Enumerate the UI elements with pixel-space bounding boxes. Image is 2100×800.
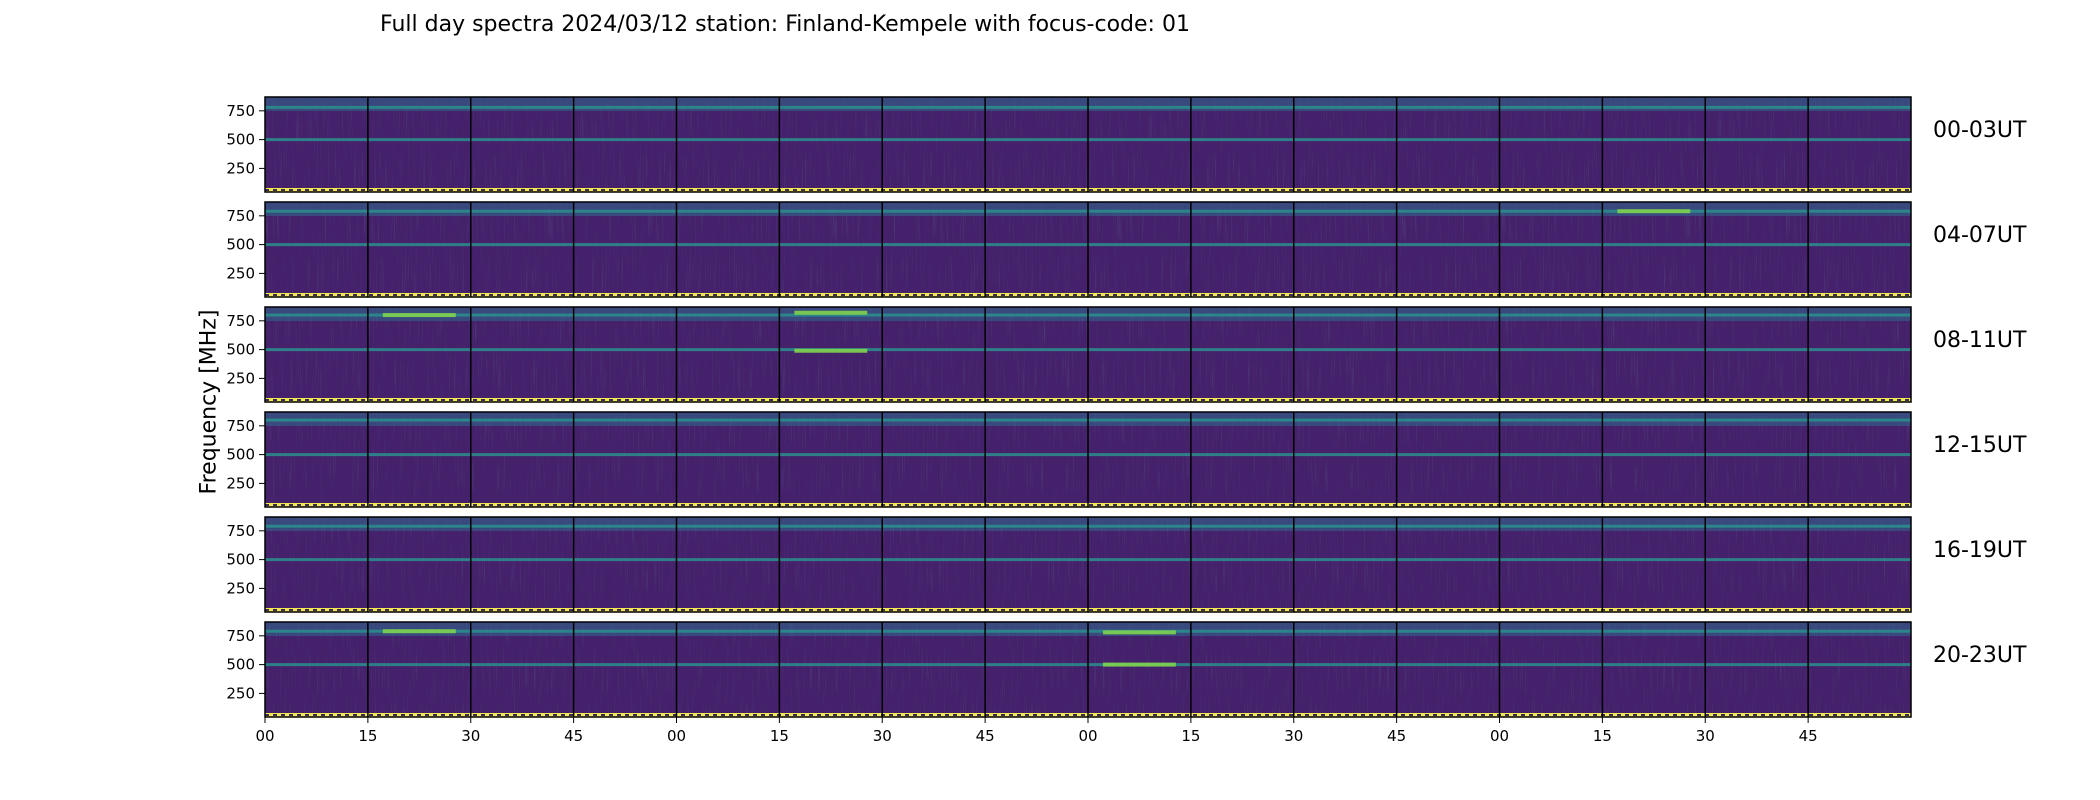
y-tick-label: 250 xyxy=(226,684,255,702)
y-tick-label: 750 xyxy=(226,102,255,120)
y-tick-label: 500 xyxy=(226,656,255,674)
y-tick-label: 750 xyxy=(226,522,255,540)
y-tick-label: 500 xyxy=(226,341,255,359)
row-frame xyxy=(264,306,1912,403)
y-tick-label: 500 xyxy=(226,446,255,464)
y-tick-label: 250 xyxy=(226,474,255,492)
y-tick-label: 750 xyxy=(226,312,255,330)
x-tick-label: 45 xyxy=(976,727,995,745)
y-tick-label: 750 xyxy=(226,417,255,435)
signal-hotspot xyxy=(1103,662,1176,667)
row-frame xyxy=(264,411,1912,508)
y-tick-label: 250 xyxy=(226,579,255,597)
row-time-label: 04-07UT xyxy=(1933,223,2027,248)
y-tick-label: 750 xyxy=(226,627,255,645)
signal-hotspot xyxy=(794,348,868,353)
y-tick-label: 500 xyxy=(226,236,255,254)
y-tick-label: 250 xyxy=(226,369,255,387)
x-tick-label: 15 xyxy=(1181,727,1200,745)
x-tick-label: 45 xyxy=(1799,727,1818,745)
spectra-row: 250 500 750 16-19UT xyxy=(226,516,2027,613)
row-time-label: 08-11UT xyxy=(1933,328,2027,353)
chart-title: Full day spectra 2024/03/12 station: Fin… xyxy=(380,12,1190,37)
x-tick-label: 45 xyxy=(1387,727,1406,745)
spectra-row: 250 500 750 08-11UT xyxy=(226,306,2027,403)
spectra-row: 250 500 750 20-23UT xyxy=(226,621,2027,718)
x-tick-label: 30 xyxy=(461,727,480,745)
row-time-label: 12-15UT xyxy=(1933,433,2027,458)
x-tick-label: 30 xyxy=(873,727,892,745)
row-time-label: 16-19UT xyxy=(1933,538,2027,563)
x-tick-label: 30 xyxy=(1696,727,1715,745)
row-frame xyxy=(264,96,1912,193)
spectra-row: 250 500 750 04-07UT xyxy=(226,201,2027,298)
y-tick-label: 500 xyxy=(226,131,255,149)
signal-hotspot xyxy=(382,313,456,318)
x-tick-label: 15 xyxy=(770,727,789,745)
signal-hotspot xyxy=(1617,209,1691,214)
row-frame xyxy=(264,516,1912,613)
spectra-row: 250 500 750 12-15UT xyxy=(226,411,2027,508)
signal-hotspot xyxy=(1103,630,1176,635)
x-tick-label: 15 xyxy=(1593,727,1612,745)
signal-hotspot xyxy=(794,310,868,315)
y-tick-label: 250 xyxy=(226,159,255,177)
x-tick-label: 45 xyxy=(564,727,583,745)
x-tick-label: 00 xyxy=(1490,727,1509,745)
x-tick-label: 00 xyxy=(1078,727,1097,745)
x-tick-label: 15 xyxy=(358,727,377,745)
x-tick-label: 00 xyxy=(667,727,686,745)
x-tick-label: 30 xyxy=(1284,727,1303,745)
y-tick-label: 500 xyxy=(226,551,255,569)
row-time-label: 20-23UT xyxy=(1933,643,2027,668)
spectra-row: 250 500 750 00-03UT xyxy=(226,96,2027,193)
row-frame xyxy=(264,201,1912,298)
y-tick-label: 750 xyxy=(226,207,255,225)
x-tick-label: 00 xyxy=(255,727,274,745)
row-time-label: 00-03UT xyxy=(1933,118,2027,143)
y-tick-label: 250 xyxy=(226,264,255,282)
signal-hotspot xyxy=(382,629,456,634)
